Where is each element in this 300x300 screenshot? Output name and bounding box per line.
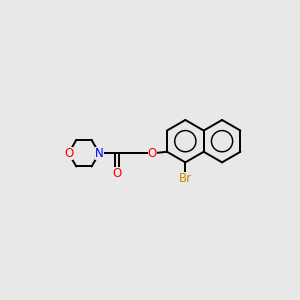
Text: O: O: [112, 167, 122, 180]
Text: O: O: [64, 147, 73, 160]
Text: O: O: [148, 147, 157, 160]
Text: N: N: [95, 147, 103, 160]
Text: N: N: [95, 147, 103, 160]
Text: Br: Br: [179, 172, 192, 185]
